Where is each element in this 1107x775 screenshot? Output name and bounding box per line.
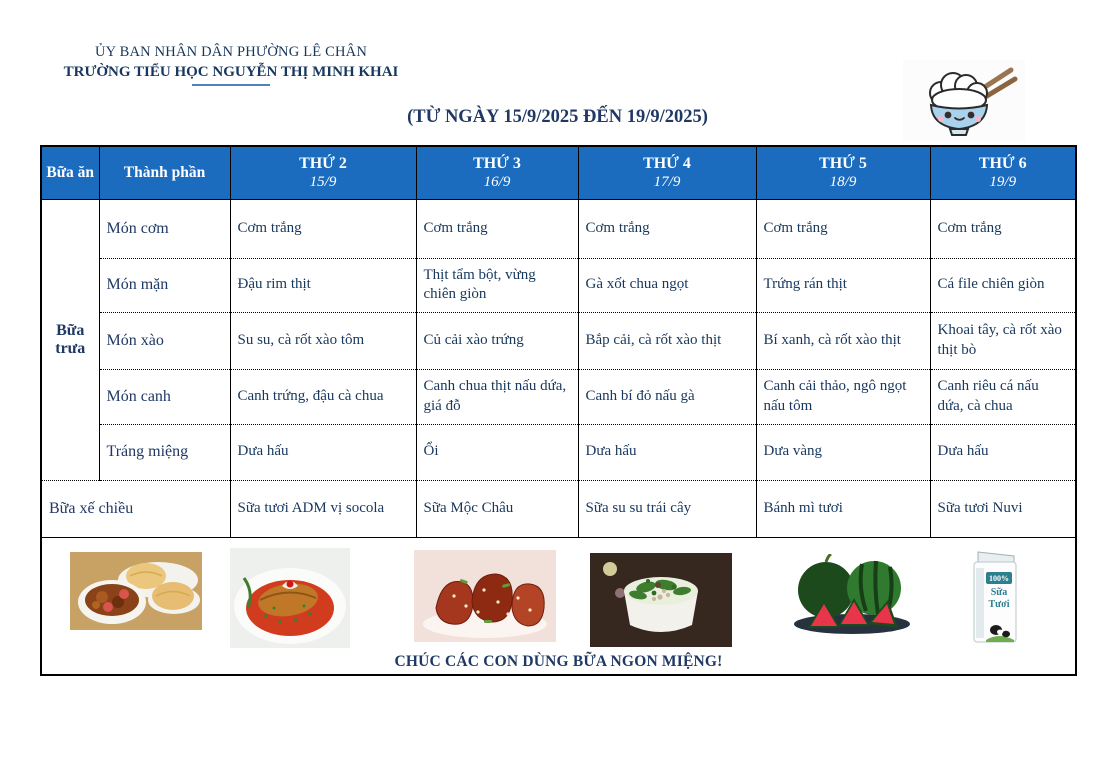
dish-cell: Sữa su su trái cây	[577, 479, 756, 537]
row-label-afternoon-snack: Bữa xế chiều	[40, 479, 230, 537]
dish-cell: Gà xốt chua ngọt	[577, 257, 756, 312]
dish-cell: Cơm trắng	[229, 199, 416, 258]
table-row-afternoon-snack: Bữa xế chiều Sữa tươi ADM vị socola Sữa …	[40, 479, 1076, 537]
dish-cell: Canh trứng, đậu cà chua	[229, 368, 416, 424]
col-header-monday: THỨ 2 15/9	[229, 146, 416, 200]
org-name-line1: ỦY BAN NHÂN DÂN PHƯỜNG LÊ CHÂN	[94, 44, 368, 60]
photo-strip: 100% Sữa Tươi CHÚC CÁC CON DÙNG BỮA NGON…	[42, 538, 1075, 674]
dish-cell: Đậu rim thịt	[229, 257, 416, 312]
photo-strip-row: 100% Sữa Tươi CHÚC CÁC CON DÙNG BỮA NGON…	[40, 536, 1076, 675]
table-row-protein: Món mặn Đậu rim thịt Thịt tẩm bột, vừng …	[41, 257, 1076, 312]
col-header-tuesday: THỨ 3 16/9	[415, 146, 578, 200]
date-range-title: (TỪ NGÀY 15/9/2025 ĐẾN 19/9/2025)	[407, 107, 708, 127]
letterhead-divider	[192, 84, 270, 86]
col-header-friday: THỨ 6 19/9	[929, 146, 1076, 200]
bon-appetit-message: CHÚC CÁC CON DÙNG BỮA NGON MIỆNG!	[394, 652, 723, 670]
dish-cell: Sữa tươi ADM vị socola	[229, 479, 416, 537]
dish-cell: Dưa hấu	[577, 423, 756, 480]
org-header: ỦY BAN NHÂN DÂN PHƯỜNG LÊ CHÂN TRƯỜNG TI…	[58, 44, 404, 86]
school-name-line2: TRƯỜNG TIỂU HỌC NGUYỄN THỊ MINH KHAI	[63, 64, 399, 80]
fish-tomato-sauce-photo	[230, 547, 350, 648]
dish-cell: Cơm trắng	[755, 199, 930, 258]
dish-cell: Khoai tây, cà rốt xào thịt bò	[929, 311, 1076, 369]
table-row-dessert: Tráng miệng Dưa hấu Ổi Dưa hấu Dưa vàng …	[41, 423, 1076, 480]
table-header-row: Bữa ăn Thành phần THỨ 2 15/9 THỨ 3 16/9 …	[40, 146, 1076, 200]
bread-and-stew-photo	[70, 551, 202, 630]
row-label-soup: Món canh	[98, 368, 230, 424]
row-label-dessert: Tráng miệng	[98, 423, 230, 480]
svg-text:Sữa: Sữa	[991, 587, 1008, 598]
milk-carton-photo: 100% Sữa Tươi	[973, 550, 1017, 642]
table-row-rice: Bữa trưa Món cơm Cơm trắng Cơm trắng Cơm…	[40, 199, 1076, 481]
dish-cell: Canh bí đỏ nấu gà	[577, 368, 756, 424]
dish-cell: Cơm trắng	[929, 199, 1076, 258]
col-header-wednesday: THỨ 4 17/9	[577, 146, 756, 200]
rice-bowl-icon	[903, 60, 1025, 142]
dish-cell: Ổi	[415, 423, 578, 480]
row-label-protein: Món mặn	[98, 257, 230, 312]
dish-cell: Su su, cà rốt xào tôm	[229, 311, 416, 369]
dish-cell: Dưa vàng	[755, 423, 930, 480]
dish-cell: Cá file chiên giòn	[929, 257, 1076, 312]
dish-cell: Canh chua thịt nấu dứa, giá đỗ	[415, 368, 578, 424]
vegetable-soup-photo	[590, 552, 732, 647]
table-row-soup: Món canh Canh trứng, đậu cà chua Canh ch…	[41, 368, 1076, 424]
dish-cell: Cơm trắng	[577, 199, 756, 258]
dish-cell: Củ cải xào trứng	[415, 311, 578, 369]
col-header-thursday: THỨ 5 18/9	[755, 146, 930, 200]
dish-cell: Bí xanh, cà rốt xào thịt	[755, 311, 930, 369]
dish-cell: Sữa tươi Nuvi	[929, 479, 1076, 537]
row-label-stirfry: Món xào	[98, 311, 230, 369]
dish-cell: Bắp cải, cà rốt xào thịt	[577, 311, 756, 369]
lunch-group-label: Bữa trưa	[40, 199, 99, 481]
dish-cell: Cơm trắng	[415, 199, 578, 258]
col-header-components: Thành phần	[98, 146, 230, 200]
dish-cell: Canh cải thảo, ngô ngọt nấu tôm	[755, 368, 930, 424]
svg-text:Tươi: Tươi	[989, 599, 1010, 610]
col-header-meal: Bữa ăn	[40, 146, 99, 200]
watermelon-photo	[790, 553, 914, 636]
dish-cell: Bánh mì tươi	[755, 479, 930, 537]
dish-cell: Dưa hấu	[229, 423, 416, 480]
weekly-menu-table: Bữa ăn Thành phần THỨ 2 15/9 THỨ 3 16/9 …	[40, 145, 1077, 676]
dish-cell: Canh riêu cá nấu dứa, cà chua	[929, 368, 1076, 424]
table-row-stirfry: Món xào Su su, cà rốt xào tôm Củ cải xào…	[41, 311, 1076, 369]
dish-cell: Dưa hấu	[929, 423, 1076, 480]
dish-cell: Trứng rán thịt	[755, 257, 930, 312]
glazed-ribs-photo	[414, 549, 556, 642]
row-label-rice: Món cơm	[98, 199, 230, 258]
dish-cell: Thịt tẩm bột, vừng chiên giòn	[415, 257, 578, 312]
dish-cell: Sữa Mộc Châu	[415, 479, 578, 537]
svg-text:100%: 100%	[989, 574, 1009, 583]
